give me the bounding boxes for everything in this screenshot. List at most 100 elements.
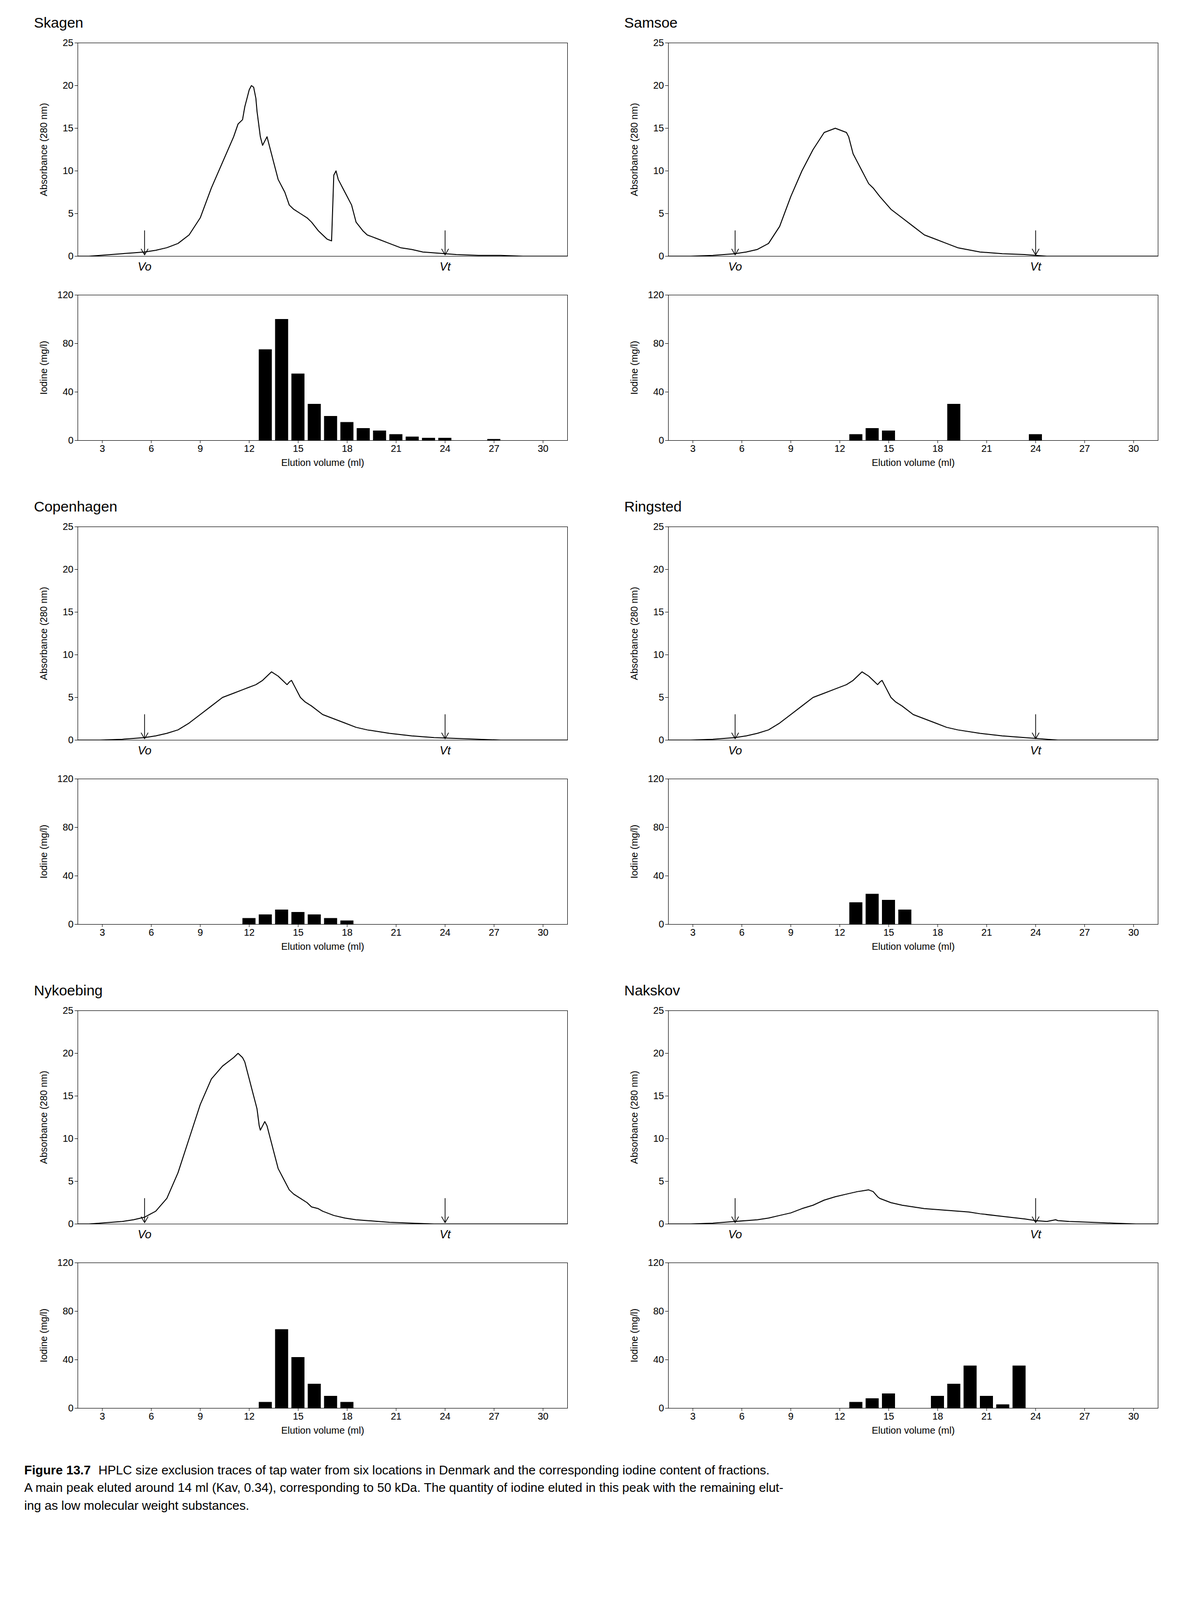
svg-text:10: 10: [62, 165, 74, 176]
svg-text:15: 15: [62, 122, 74, 134]
svg-text:0: 0: [658, 734, 664, 746]
svg-text:25: 25: [62, 1005, 74, 1016]
svg-text:25: 25: [653, 1005, 664, 1016]
svg-text:Absorbance (280 nm): Absorbance (280 nm): [628, 102, 640, 196]
svg-text:Absorbance (280 nm): Absorbance (280 nm): [628, 586, 640, 680]
svg-text:27: 27: [1078, 443, 1090, 454]
svg-text:0: 0: [67, 1402, 74, 1414]
svg-text:5: 5: [67, 1175, 74, 1187]
svg-text:Vt: Vt: [1029, 259, 1042, 273]
svg-text:20: 20: [62, 1047, 74, 1059]
svg-text:Absorbance (280 nm): Absorbance (280 nm): [628, 1070, 640, 1164]
svg-text:0: 0: [67, 250, 74, 262]
svg-text:12: 12: [243, 443, 255, 454]
svg-text:6: 6: [738, 1410, 745, 1422]
svg-text:20: 20: [62, 80, 74, 91]
svg-text:Absorbance (280 nm): Absorbance (280 nm): [38, 1070, 49, 1164]
svg-text:30: 30: [537, 1410, 549, 1422]
svg-text:15: 15: [292, 1410, 304, 1422]
svg-text:0: 0: [658, 918, 664, 930]
svg-text:5: 5: [658, 1175, 664, 1187]
svg-text:80: 80: [62, 821, 74, 833]
svg-text:24: 24: [1029, 443, 1041, 454]
svg-text:Vt: Vt: [439, 259, 452, 273]
svg-text:Vo: Vo: [727, 743, 742, 757]
svg-text:0: 0: [67, 734, 74, 746]
svg-text:6: 6: [148, 927, 154, 938]
svg-text:Vt: Vt: [1029, 1227, 1042, 1241]
svg-text:30: 30: [1127, 927, 1139, 938]
svg-text:18: 18: [341, 927, 353, 938]
svg-text:9: 9: [787, 1410, 794, 1422]
svg-text:9: 9: [787, 443, 794, 454]
svg-text:80: 80: [653, 1305, 664, 1317]
svg-text:15: 15: [882, 927, 894, 938]
svg-text:12: 12: [833, 1410, 845, 1422]
svg-text:40: 40: [62, 870, 74, 881]
svg-text:24: 24: [439, 1410, 451, 1422]
svg-text:3: 3: [99, 927, 105, 938]
svg-text:6: 6: [148, 443, 154, 454]
svg-text:Elution volume (ml): Elution volume (ml): [871, 1424, 955, 1436]
svg-text:Iodine (mg/l): Iodine (mg/l): [628, 824, 640, 879]
svg-text:Iodine (mg/l): Iodine (mg/l): [628, 1308, 640, 1363]
svg-text:10: 10: [62, 1133, 74, 1144]
svg-text:15: 15: [653, 1090, 664, 1102]
svg-text:18: 18: [931, 927, 943, 938]
svg-text:21: 21: [390, 927, 402, 938]
svg-text:Absorbance (280 nm): Absorbance (280 nm): [38, 102, 49, 196]
svg-text:40: 40: [653, 1354, 664, 1365]
svg-text:Vo: Vo: [137, 259, 152, 273]
svg-text:20: 20: [62, 563, 74, 575]
svg-text:18: 18: [931, 443, 943, 454]
svg-text:30: 30: [537, 443, 549, 454]
svg-text:120: 120: [647, 773, 664, 784]
svg-text:0: 0: [658, 434, 664, 446]
svg-text:25: 25: [653, 521, 664, 532]
svg-text:Elution volume (ml): Elution volume (ml): [281, 457, 365, 468]
svg-text:10: 10: [62, 649, 74, 660]
svg-text:21: 21: [980, 927, 992, 938]
svg-text:27: 27: [488, 1410, 500, 1422]
svg-text:27: 27: [1078, 927, 1090, 938]
svg-text:0: 0: [658, 1402, 664, 1414]
svg-text:Iodine (mg/l): Iodine (mg/l): [38, 824, 49, 879]
svg-text:18: 18: [931, 1410, 943, 1422]
svg-text:0: 0: [658, 250, 664, 262]
svg-text:5: 5: [658, 691, 664, 703]
svg-text:120: 120: [57, 773, 74, 784]
svg-text:9: 9: [787, 927, 794, 938]
svg-text:10: 10: [653, 649, 664, 660]
svg-text:15: 15: [62, 1090, 74, 1102]
svg-text:10: 10: [653, 165, 664, 176]
svg-text:40: 40: [653, 870, 664, 881]
svg-text:40: 40: [62, 386, 74, 398]
svg-text:27: 27: [488, 443, 500, 454]
svg-text:3: 3: [689, 927, 696, 938]
svg-text:5: 5: [67, 691, 74, 703]
svg-text:5: 5: [658, 208, 664, 219]
svg-text:18: 18: [341, 443, 353, 454]
svg-text:15: 15: [62, 606, 74, 618]
svg-text:24: 24: [1029, 927, 1041, 938]
svg-text:120: 120: [647, 1257, 664, 1268]
svg-text:27: 27: [1078, 1410, 1090, 1422]
svg-text:Absorbance (280 nm): Absorbance (280 nm): [38, 586, 49, 680]
svg-text:27: 27: [488, 927, 500, 938]
svg-text:Vt: Vt: [439, 1227, 452, 1241]
svg-text:Vo: Vo: [727, 1227, 742, 1241]
svg-text:15: 15: [292, 443, 304, 454]
svg-text:15: 15: [653, 606, 664, 618]
svg-text:120: 120: [647, 289, 664, 301]
svg-text:21: 21: [390, 443, 402, 454]
svg-text:5: 5: [67, 208, 74, 219]
svg-text:3: 3: [689, 1410, 696, 1422]
svg-text:Iodine (mg/l): Iodine (mg/l): [628, 340, 640, 395]
svg-text:120: 120: [57, 1257, 74, 1268]
svg-text:6: 6: [738, 443, 745, 454]
svg-text:80: 80: [62, 1305, 74, 1317]
svg-text:120: 120: [57, 289, 74, 301]
svg-text:0: 0: [67, 1218, 74, 1230]
svg-text:80: 80: [62, 337, 74, 349]
svg-text:30: 30: [537, 927, 549, 938]
